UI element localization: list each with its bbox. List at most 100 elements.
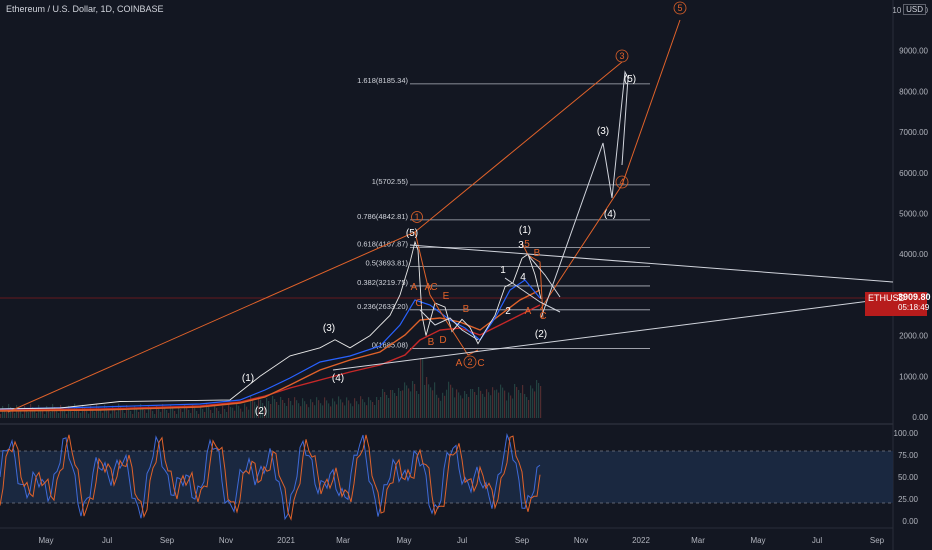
- circled-label: 2: [467, 357, 472, 367]
- circled-label-ring: [615, 175, 629, 189]
- volume-bar: [184, 403, 186, 418]
- white-wave-projection: [540, 70, 629, 319]
- volume-bar: [370, 400, 372, 418]
- volume-bar: [284, 403, 286, 418]
- volume-bar: [280, 397, 282, 418]
- wave-label: A: [456, 358, 463, 369]
- wave-label: 4: [520, 272, 526, 283]
- volume-bar: [70, 408, 72, 418]
- volume-bar: [304, 401, 306, 418]
- volume-bar: [506, 400, 508, 418]
- volume-bar: [10, 406, 12, 418]
- volume-bar: [444, 395, 446, 418]
- volume-bar: [202, 408, 204, 418]
- chart-title: Ethereum / U.S. Dollar, 1D, COINBASE: [6, 4, 164, 14]
- wave-label: A: [425, 282, 432, 293]
- volume-bar: [338, 396, 340, 418]
- volume-bar: [100, 409, 102, 418]
- volume-bar: [460, 395, 462, 418]
- volume-bar: [378, 400, 380, 418]
- time-tick-label: May: [38, 536, 53, 545]
- circled-label-ring: [463, 355, 477, 369]
- volume-bar: [90, 405, 92, 418]
- volume-bar: [260, 399, 262, 418]
- volume-bar: [428, 384, 430, 418]
- stochastic-tick-label: 25.00: [898, 495, 919, 504]
- volume-bar: [192, 404, 194, 418]
- time-tick-label: Nov: [219, 536, 233, 545]
- volume-bar: [112, 405, 114, 418]
- time-axis[interactable]: May Jul Sep Nov 2021 Mar May Jul Sep Nov 2022 Mar Ma…: [38, 536, 884, 545]
- volume-bar: [234, 410, 236, 418]
- volume-bar: [294, 397, 296, 418]
- volume-bar: [474, 392, 476, 418]
- volume-bar: [386, 395, 388, 418]
- white-abc-lines: [504, 277, 561, 313]
- volume-bar: [210, 409, 212, 418]
- volume-bar: [6, 411, 8, 418]
- stochastic-axis[interactable]: 0.00 25.00 50.00 75.00 100.00: [894, 429, 919, 526]
- wave-label: (4): [332, 373, 344, 384]
- time-tick-label: Jul: [102, 536, 112, 545]
- volume-bar: [440, 400, 442, 418]
- time-tick-label: Sep: [160, 536, 175, 545]
- volume-bar: [520, 393, 522, 418]
- stochastic-tick-label: 75.00: [898, 451, 919, 460]
- price-tick-label: 1000.00: [899, 372, 928, 381]
- volume-bar: [148, 404, 150, 418]
- volume-bar: [538, 383, 540, 418]
- volume-bar: [152, 410, 154, 418]
- volume-bar: [220, 413, 222, 418]
- volume-bar: [136, 408, 138, 418]
- volume-bar: [522, 385, 524, 418]
- volume-bar: [392, 390, 394, 418]
- volume-bar: [530, 385, 532, 418]
- volume-bar: [64, 410, 66, 418]
- volume-bar: [124, 412, 126, 418]
- currency-label[interactable]: USD: [903, 4, 926, 15]
- volume-bar: [490, 395, 492, 418]
- wave-label: C: [415, 298, 422, 309]
- volume-bar: [18, 407, 20, 418]
- volume-bar: [212, 412, 214, 418]
- volume-bar: [12, 409, 14, 418]
- volume-bar: [296, 400, 298, 418]
- volume-bar: [34, 409, 36, 418]
- wave-label: B: [534, 248, 541, 259]
- wave-label: (5): [624, 74, 636, 85]
- circled-wave-labels: 1 2 3 4 5: [411, 1, 687, 369]
- orange-moving-average: [0, 289, 541, 412]
- volume-bar: [238, 405, 240, 418]
- stochastic-pane: [0, 432, 893, 521]
- volume-bar: [424, 385, 426, 418]
- volume-bar: [320, 403, 322, 418]
- fib-level-label: 0.236(2633.20): [357, 302, 408, 311]
- volume-bar: [516, 387, 518, 418]
- volume-bar: [380, 397, 382, 418]
- volume-bar: [130, 410, 132, 418]
- volume-bar: [218, 410, 220, 418]
- price-series-line: [0, 240, 542, 410]
- volume-bar: [262, 403, 264, 418]
- wave-label: A: [525, 306, 532, 317]
- volume-bar: [132, 413, 134, 418]
- volume-bar: [54, 406, 56, 418]
- volume-bar: [398, 388, 400, 418]
- volume-bar: [182, 411, 184, 418]
- wave-label: (1): [242, 373, 254, 384]
- volume-bar: [268, 401, 270, 418]
- volume-bar: [14, 412, 16, 418]
- price-axis[interactable]: 0.001000.002000.003000.004000.005000.006…: [892, 6, 928, 422]
- volume-bar: [430, 387, 432, 418]
- volume-bar: [76, 406, 78, 418]
- volume-bar: [316, 397, 318, 418]
- volume-bar: [208, 406, 210, 418]
- volume-bar: [376, 397, 378, 418]
- volume-bar: [330, 406, 332, 418]
- volume-bar: [298, 403, 300, 418]
- volume-bar: [314, 405, 316, 418]
- volume-bar: [50, 411, 52, 418]
- wave-label: B: [463, 304, 470, 315]
- volume-bar: [438, 397, 440, 418]
- volume-bar: [492, 387, 494, 418]
